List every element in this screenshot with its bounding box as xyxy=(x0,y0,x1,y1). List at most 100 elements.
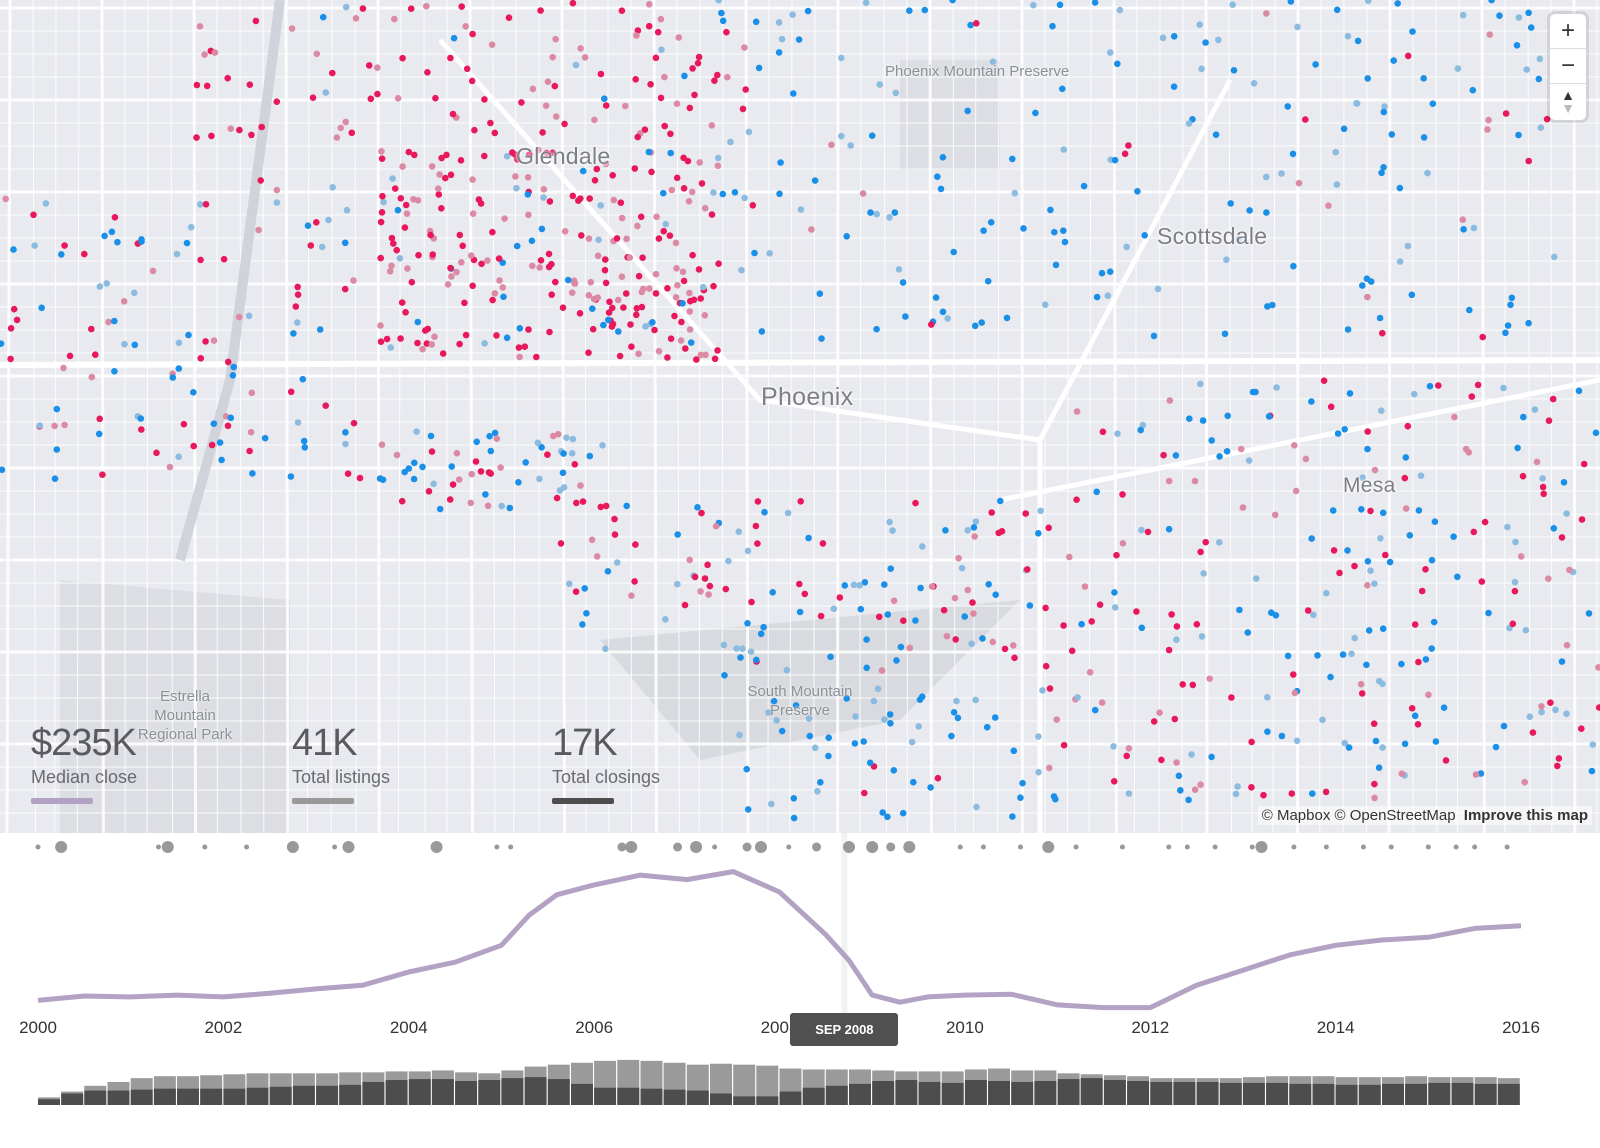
closing-dot xyxy=(255,227,262,234)
event-dot xyxy=(712,845,717,850)
closing-dot xyxy=(379,441,386,448)
listing-dot xyxy=(1111,589,1118,596)
closing-dot xyxy=(631,578,638,585)
closings-bar xyxy=(177,1089,199,1105)
closing-dot xyxy=(573,588,580,595)
listing-dot xyxy=(246,313,253,320)
closing-dot xyxy=(603,102,610,109)
closing-dot xyxy=(1581,461,1588,468)
closing-dot xyxy=(1088,618,1095,625)
road xyxy=(1320,0,1321,833)
listing-dot xyxy=(694,504,701,511)
zoom-out-button[interactable]: − xyxy=(1550,49,1586,84)
closing-dot xyxy=(337,125,344,132)
closing-dot xyxy=(438,205,445,212)
closing-dot xyxy=(458,3,465,10)
closings-bar xyxy=(594,1088,616,1105)
listing-dot xyxy=(597,202,604,209)
closing-dot xyxy=(539,129,546,136)
listing-dot xyxy=(175,453,182,460)
closing-dot xyxy=(1126,745,1133,752)
closing-dot xyxy=(668,335,675,342)
zoom-in-button[interactable]: + xyxy=(1550,14,1586,49)
improve-map-link[interactable]: Improve this map xyxy=(1464,807,1588,824)
listing-dot xyxy=(852,740,859,747)
listing-dot xyxy=(1589,768,1596,775)
listing-dot xyxy=(1381,109,1388,116)
closing-dot xyxy=(1359,690,1366,697)
listing-dot xyxy=(805,8,812,15)
closing-dot xyxy=(658,16,665,23)
closing-dot xyxy=(486,469,493,476)
listing-dot xyxy=(1047,207,1054,214)
listing-dot xyxy=(798,206,805,213)
closing-dot xyxy=(105,319,112,326)
listing-dot xyxy=(1312,61,1319,68)
listing-dot xyxy=(934,173,941,180)
closing-dot xyxy=(682,345,689,352)
closing-dot xyxy=(1554,763,1561,770)
listing-dot xyxy=(1537,56,1544,63)
closing-dot xyxy=(591,296,598,303)
listing-dot xyxy=(919,543,926,550)
osm-link[interactable]: © OpenStreetMap xyxy=(1335,807,1456,824)
listing-dot xyxy=(605,568,612,575)
listing-dot xyxy=(1160,35,1167,42)
closing-dot xyxy=(740,106,747,113)
listing-dot xyxy=(190,389,197,396)
listing-dot xyxy=(1470,87,1477,94)
closing-dot xyxy=(1371,795,1378,802)
listing-dot xyxy=(419,464,426,471)
closing-dot xyxy=(308,242,315,249)
listing-dot xyxy=(380,199,387,206)
listing-dot xyxy=(1471,225,1478,232)
x-tick-label: 2006 xyxy=(575,1018,613,1038)
listing-dot xyxy=(525,191,532,198)
listing-dot xyxy=(380,476,387,483)
closing-dot xyxy=(674,282,681,289)
closing-dot xyxy=(715,163,722,170)
road xyxy=(1089,0,1091,833)
listing-dot xyxy=(1264,728,1271,735)
compass-button[interactable]: ▲ ▼ xyxy=(1550,84,1586,119)
closing-dot xyxy=(1302,116,1309,123)
closing-dot xyxy=(203,201,210,208)
closing-dot xyxy=(257,177,264,184)
listing-dot xyxy=(1264,694,1271,701)
listing-dot xyxy=(1387,559,1394,566)
listing-dot xyxy=(566,581,573,588)
closing-dot xyxy=(598,71,605,78)
closing-dot xyxy=(1358,681,1365,688)
closing-dot xyxy=(1260,792,1267,799)
listing-dot xyxy=(1365,0,1372,4)
listing-dot xyxy=(1110,743,1117,750)
closing-dot xyxy=(715,260,722,267)
listing-dot xyxy=(290,330,297,337)
listing-dot xyxy=(1377,535,1384,542)
closing-dot xyxy=(704,562,711,569)
closings-bar xyxy=(409,1079,431,1105)
closing-dot xyxy=(1145,529,1152,536)
closing-dot xyxy=(496,255,503,262)
listing-dot xyxy=(595,237,602,244)
map[interactable]: Phoenix Mountain Preserve Estrella Mount… xyxy=(0,0,1600,833)
mapbox-link[interactable]: © Mapbox xyxy=(1262,807,1331,824)
closing-dot xyxy=(1538,703,1545,710)
event-dot xyxy=(287,841,299,853)
closing-dot xyxy=(860,190,867,197)
listing-dot xyxy=(1061,146,1068,153)
chart-canvas[interactable] xyxy=(0,833,1600,1143)
closing-dot xyxy=(1364,294,1371,301)
closing-dot xyxy=(379,155,386,162)
listing-dot xyxy=(1224,413,1231,420)
closing-dot xyxy=(388,263,395,270)
listing-dot xyxy=(985,581,992,588)
listing-dot xyxy=(514,243,521,250)
listing-dot xyxy=(979,635,986,642)
listing-dot xyxy=(940,154,947,161)
closing-dot xyxy=(448,273,455,280)
closing-dot xyxy=(1415,659,1422,666)
event-dot xyxy=(244,845,249,850)
listing-dot xyxy=(101,233,108,240)
